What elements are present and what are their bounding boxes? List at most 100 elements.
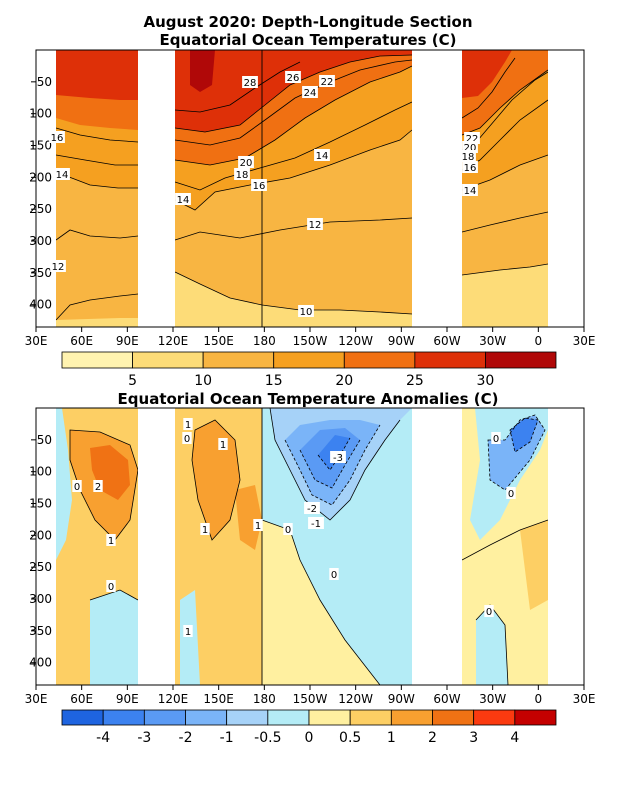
colorbar-label: 30 (477, 373, 495, 389)
y-axis: 50 100 150 200 250 300 350 400 (29, 433, 52, 670)
x-tick-label: 90E (116, 692, 139, 706)
contour-label-bg (72, 480, 82, 492)
contour-label-bg (106, 580, 116, 592)
y-tick-label: 50 (37, 433, 52, 447)
contour-label: 18 (236, 170, 249, 181)
colorbar-label: -2 (179, 730, 193, 746)
land-masks-top (36, 50, 584, 327)
contour-label-bg (54, 168, 70, 180)
anomaly-field (36, 408, 584, 685)
colorbar-swatch (432, 709, 475, 726)
x-tick-label: 60W (433, 334, 460, 348)
contour-label: 16 (253, 181, 266, 192)
x-tick-label: 120W (338, 334, 373, 348)
contour-label-bg (308, 517, 324, 529)
x-tick-label: 30E (573, 334, 596, 348)
x-tick-label: 150W (293, 334, 328, 348)
contour-label: 1 (255, 521, 261, 532)
colorbar-label: 1 (387, 730, 396, 746)
x-tick-label: 0 (535, 334, 543, 348)
colorbar-label: 5 (128, 373, 137, 389)
y-tick-label: 150 (29, 497, 52, 511)
anomaly-contours (69, 408, 549, 685)
contour-label-bg (253, 519, 263, 531)
contour-label: 0 (108, 582, 114, 593)
anomaly-title: Equatorial Ocean Temperature Anomalies (… (118, 390, 499, 408)
y-tick-label: 100 (29, 107, 52, 121)
x-tick-label: 120W (338, 692, 373, 706)
colorbar-label: -3 (137, 730, 151, 746)
colorbar-label: 0 (305, 730, 314, 746)
colorbar-label: 4 (510, 730, 519, 746)
contour-label-bg (183, 625, 193, 637)
contour-label: 28 (244, 78, 257, 89)
chart-title: August 2020: Depth-Longitude Section (144, 13, 473, 31)
contour-label: 22 (466, 134, 479, 145)
contour-label-bg (242, 76, 258, 88)
x-tick-label: 60W (433, 692, 460, 706)
temperature-colorbar: 5 10 15 20 25 30 (61, 351, 557, 389)
contour-label: -2 (307, 504, 317, 515)
contour-label: 1 (108, 536, 114, 547)
x-tick-label: 150E (203, 334, 234, 348)
contour-label-bg (304, 502, 320, 514)
colorbar-swatch (514, 709, 557, 726)
contour-label: 12 (52, 262, 65, 273)
chart-subtitle: Equatorial Ocean Temperatures (C) (160, 31, 457, 49)
contour-label-bg (330, 451, 346, 463)
contour-label-bg (298, 305, 314, 317)
contour-label: 26 (287, 73, 300, 84)
band-25-30-pacific (175, 50, 412, 132)
contour-label-bg (462, 184, 478, 196)
contour-label: -3 (333, 453, 343, 464)
colorbar-label: 15 (265, 373, 283, 389)
colorbar-label: -1 (220, 730, 234, 746)
contour-label-bg (462, 161, 478, 173)
colorbar-swatch (343, 351, 416, 369)
anom-band-neg-2-atl (510, 418, 538, 452)
contour-label-bg (307, 218, 323, 230)
colorbar-swatch (390, 709, 433, 726)
x-tick-label: 180 (253, 334, 276, 348)
contour-labels: 1 0 1 1 2 0 1 1 1 0 -3 -2 -1 0 0 0 0 0 (72, 418, 516, 638)
colorbar-swatch (349, 709, 392, 726)
x-axis: 30E 60E 90E 120E 150E 180 150W 120W 90W 60W 30W 0 30… (25, 685, 595, 706)
colorbar-label: 25 (406, 373, 424, 389)
y-tick-label: 250 (29, 560, 52, 574)
band-25-30-indian (56, 50, 138, 100)
contour-label: 16 (51, 133, 64, 144)
x-tick-label: 120E (158, 334, 189, 348)
contour-label-bg (302, 86, 318, 98)
y-tick-label: 400 (29, 298, 52, 312)
contour-label: 14 (316, 151, 329, 162)
x-tick-label: 90W (388, 334, 415, 348)
colorbar-label: 2 (428, 730, 437, 746)
anom-band-neg-indian (56, 408, 72, 560)
contour-label-bg (491, 432, 501, 444)
x-tick-label: 30W (479, 692, 506, 706)
colorbar-swatch (273, 351, 345, 369)
temperature-contours (55, 54, 549, 321)
anom-band-neg-atl-deep (476, 605, 508, 685)
contour-label: 12 (309, 220, 322, 231)
y-tick-label: 300 (29, 592, 52, 606)
y-tick-label: 350 (29, 624, 52, 638)
contour-label: 2 (95, 482, 101, 493)
contour-label-bg (106, 534, 116, 546)
x-tick-label: 30E (25, 334, 48, 348)
contour-label-bg (460, 150, 476, 162)
band-25-30-atlantic (462, 50, 512, 98)
band-5-10-atlantic (462, 264, 548, 327)
colorbar-swatch (414, 351, 486, 369)
colorbar-swatch (308, 709, 351, 726)
x-tick-label: 120E (158, 692, 189, 706)
contour-label-bg (314, 149, 330, 161)
colorbar-swatch (61, 709, 104, 726)
contour-label: 20 (464, 143, 477, 154)
colorbar-swatch (267, 709, 310, 726)
y-tick-label: 350 (29, 266, 52, 280)
colorbar-swatch (102, 709, 145, 726)
